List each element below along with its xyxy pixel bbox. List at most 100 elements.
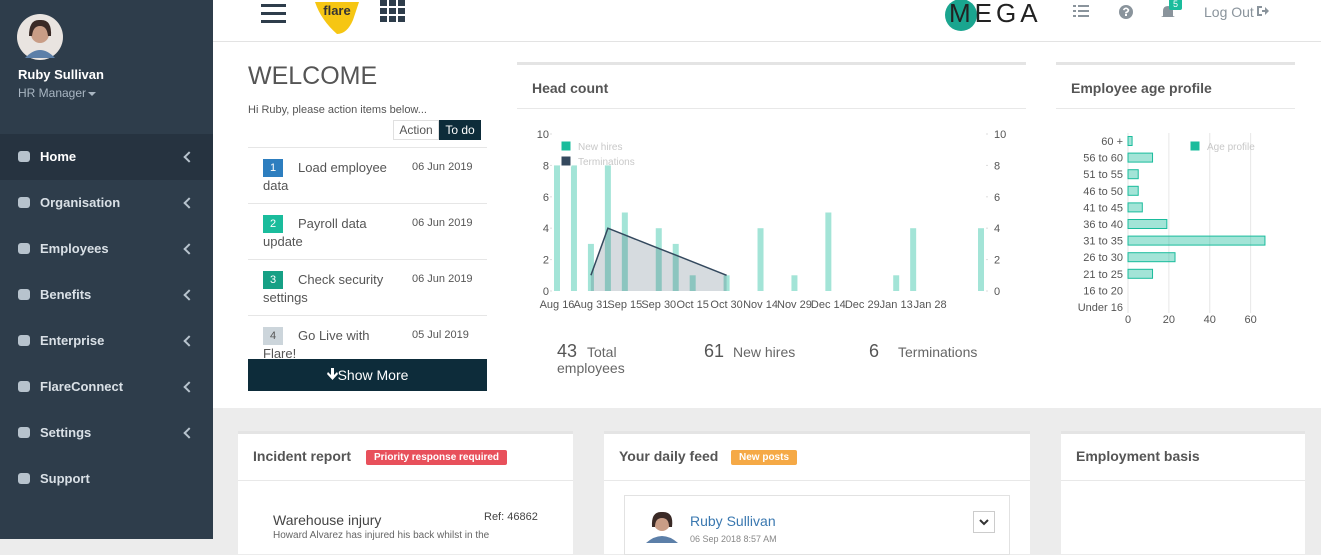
menu-chevron: [183, 151, 195, 163]
new-posts-badge: New posts: [731, 450, 798, 465]
headcount-panel-header: Head count: [517, 62, 1026, 109]
logo-text: flare: [323, 3, 350, 18]
welcome-greeting: Hi Ruby, please action items below...: [248, 104, 427, 116]
menu-chevron: [183, 197, 195, 209]
task-date: 05 Jul 2019: [412, 329, 469, 341]
task-item[interactable]: Payroll data update 2 06 Jun 2019: [248, 203, 487, 259]
task-date: 06 Jun 2019: [412, 161, 473, 173]
menu-icon: [18, 197, 30, 208]
task-number: 1: [263, 159, 283, 177]
incident-description: Howard Alvarez has injured his back whil…: [273, 530, 490, 541]
incident-item-title[interactable]: Warehouse injury: [273, 512, 382, 528]
menu-icon: [18, 427, 30, 438]
menu-label: FlareConnect: [40, 379, 124, 394]
summary-label: Terminations: [898, 344, 978, 360]
summary-value: 61: [704, 341, 725, 361]
task-number: 3: [263, 271, 283, 289]
task-label: Payroll data update: [263, 216, 367, 249]
menu-icon: [18, 335, 30, 346]
down-arrow-icon: [326, 368, 338, 380]
menu-label: Enterprise: [40, 333, 105, 348]
menu-toggle[interactable]: [261, 2, 287, 26]
priority-badge: Priority response required: [366, 450, 508, 465]
menu-chevron: [183, 427, 195, 439]
menu-item[interactable]: FlareConnect: [0, 364, 213, 410]
summary-label: Total employees: [557, 344, 625, 376]
menu-item[interactable]: Enterprise: [0, 318, 213, 364]
feed-post: Ruby Sullivan 06 Sep 2018 8:57 AM: [624, 495, 1010, 555]
menu-icon: [18, 473, 30, 484]
menu-label: Support: [40, 471, 90, 486]
menu-label: Home: [40, 149, 77, 164]
age-panel-header: Employee age profile: [1056, 62, 1295, 109]
brand: MEGA: [945, 0, 1042, 31]
divider: [604, 480, 1030, 481]
incident-panel: Incident report Priority response requir…: [238, 431, 573, 554]
menu-chevron: [183, 335, 195, 347]
summary-value: 43: [557, 341, 578, 361]
menu-item[interactable]: Benefits: [0, 272, 213, 318]
summary-label: New hires: [733, 344, 796, 360]
divider: [1061, 480, 1305, 481]
show-more-button[interactable]: Show More: [248, 359, 487, 391]
employment-panel: Employment basis: [1061, 431, 1305, 554]
menu-icon: [18, 289, 30, 300]
menu-chevron: [183, 381, 195, 393]
menu-item[interactable]: Settings: [0, 410, 213, 456]
notification-badge: 5: [1169, 0, 1183, 10]
user-role[interactable]: HR Manager: [18, 86, 97, 100]
caret: [88, 92, 97, 96]
menu-icon: [18, 151, 30, 162]
tab-action[interactable]: Action: [393, 120, 439, 140]
age-title: Employee age profile: [1071, 80, 1212, 96]
apps-icon[interactable]: [380, 0, 406, 24]
headcount-title: Head count: [532, 80, 609, 96]
logout-icon: [1256, 6, 1269, 16]
incident-title: Incident report: [253, 448, 352, 464]
task-number: 2: [263, 215, 283, 233]
top-bar: flare MEGA 5 Log Out: [213, 0, 1321, 42]
brand-text: MEGA: [949, 0, 1042, 28]
menu-label: Employees: [40, 241, 109, 256]
feed-title: Your daily feed: [619, 448, 719, 464]
avatar: [17, 14, 63, 60]
menu-item[interactable]: Home: [0, 134, 213, 180]
user-name: Ruby Sullivan: [18, 67, 104, 82]
menu-icon: [18, 381, 30, 392]
menu-label: Organisation: [40, 195, 121, 210]
menu-icon: [18, 243, 30, 254]
menu-item[interactable]: Employees: [0, 226, 213, 272]
task-item[interactable]: Check security settings 3 06 Jun 2019: [248, 259, 487, 315]
show-more-text: Show More: [337, 367, 409, 383]
post-avatar: [646, 511, 678, 543]
task-label: Check security settings: [263, 272, 384, 305]
task-number: 4: [263, 327, 283, 345]
menu-item[interactable]: Organisation: [0, 180, 213, 226]
menu-chevron: [183, 243, 195, 255]
divider: [238, 480, 573, 481]
task-item[interactable]: Load employee data 1 06 Jun 2019: [248, 147, 487, 203]
menu-label: Settings: [40, 425, 92, 440]
menu-item[interactable]: Support: [0, 456, 213, 502]
task-date: 06 Jun 2019: [412, 217, 473, 229]
logout-text: Log Out: [1204, 4, 1254, 20]
feed-panel: Your daily feed New posts Ruby Sullivan …: [604, 431, 1030, 555]
menu-label: Benefits: [40, 287, 92, 302]
post-author[interactable]: Ruby Sullivan: [690, 513, 776, 529]
task-label: Load employee data: [263, 160, 387, 193]
sidebar: Ruby Sullivan HR Manager Home Organisatio…: [0, 0, 213, 539]
tab-todo[interactable]: To do: [439, 120, 481, 140]
list-icon[interactable]: [1073, 4, 1089, 18]
task-item[interactable]: Go Live with Flare! 4 05 Jul 2019: [248, 315, 487, 371]
incident-ref: Ref: 46862: [484, 511, 538, 523]
task-label: Go Live with Flare!: [263, 328, 370, 361]
task-date: 06 Jun 2019: [412, 273, 473, 285]
user-role-text: HR Manager: [18, 86, 87, 100]
logo[interactable]: flare: [313, 0, 361, 36]
help-icon[interactable]: [1119, 5, 1133, 19]
summary-value: 6: [869, 341, 880, 361]
post-menu[interactable]: [973, 511, 995, 533]
logout[interactable]: Log Out: [1204, 4, 1270, 20]
post-date: 06 Sep 2018 8:57 AM: [690, 534, 777, 544]
